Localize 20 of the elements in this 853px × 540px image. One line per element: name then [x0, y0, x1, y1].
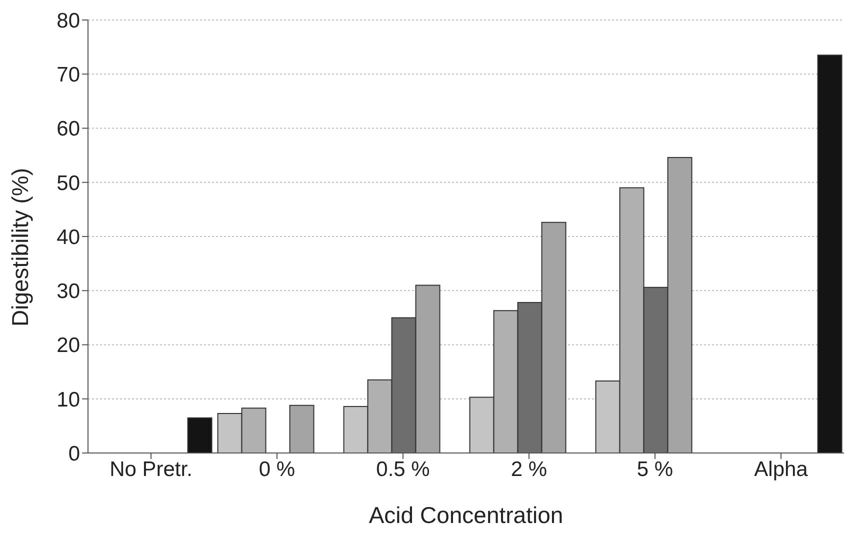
x-axis-title: Acid Concentration: [368, 502, 564, 528]
y-tick-label: 70: [56, 64, 80, 87]
x-tick-label: Alpha: [754, 458, 808, 481]
y-axis-title: Digestibility (%): [7, 168, 34, 326]
x-tick-label: No Pretr.: [110, 458, 192, 481]
y-tick-label: 30: [56, 280, 80, 304]
x-tick-label: 5 %: [636, 458, 674, 481]
y-tick-label: 50: [56, 172, 80, 195]
x-tick-label: 0 %: [258, 458, 296, 481]
y-tick-label: 40: [56, 226, 80, 249]
x-tick-label: 2 %: [510, 458, 548, 481]
y-tick-label: 20: [56, 334, 80, 358]
x-tick-label: 0.5 %: [376, 458, 430, 481]
y-tick-label: 0: [68, 442, 80, 466]
y-tick-label: 60: [56, 118, 80, 141]
bar: [187, 417, 212, 453]
y-tick-label: 10: [56, 388, 80, 412]
bar: [289, 404, 314, 453]
bar: [817, 54, 842, 453]
y-tick-label: 80: [56, 9, 80, 32]
